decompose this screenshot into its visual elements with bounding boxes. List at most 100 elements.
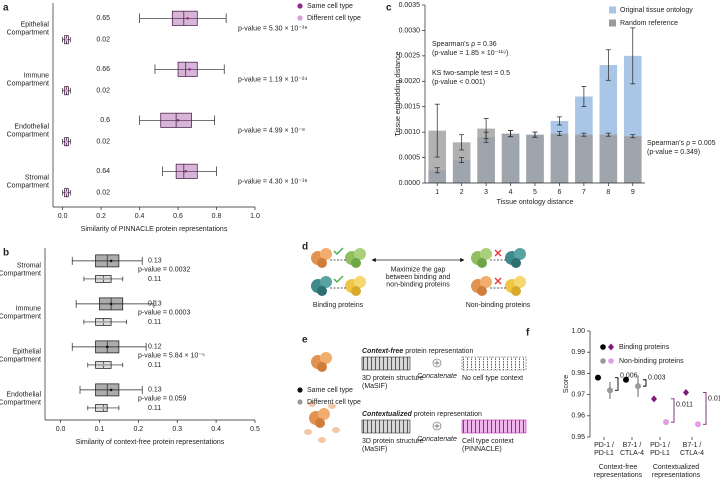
y-axis-label: Score xyxy=(563,375,570,393)
p-value: p-value = 1.19 × 10⁻²⁴ xyxy=(238,76,307,83)
structure-label: 3D protein structure (MaSIF) xyxy=(362,438,424,453)
center-label: Maximize the gap between binding and non-b… xyxy=(386,266,451,288)
bar xyxy=(501,133,520,183)
gap-label: 0.015 xyxy=(708,395,720,402)
value-label: 0.6 xyxy=(100,117,110,124)
category-label: Stromal Compartment xyxy=(0,262,41,277)
legend-marker xyxy=(297,3,303,9)
x-tick-label: 0.0 xyxy=(58,213,68,220)
mean-point xyxy=(176,119,180,122)
point xyxy=(607,387,613,394)
mean-point xyxy=(188,68,191,71)
y-tick-label: 0.96 xyxy=(571,413,585,420)
check xyxy=(333,247,344,256)
x-tick-label: 0.8 xyxy=(212,213,222,220)
row-title: Context-free protein representation xyxy=(362,348,473,355)
x-tick-label: 0.6 xyxy=(173,213,183,220)
y-tick-label: 0.0020 xyxy=(399,78,421,85)
x-tick-label: 4 xyxy=(509,189,513,196)
bar xyxy=(623,136,642,183)
annotation: Spearman's ρ = 0.36 xyxy=(432,41,497,48)
bar xyxy=(575,134,593,183)
protein-orange xyxy=(311,352,332,372)
bar xyxy=(550,133,569,183)
protein-green xyxy=(345,248,366,268)
y-tick-label: 0.0000 xyxy=(399,180,421,187)
y-tick-label: 0.97 xyxy=(571,391,585,398)
annotation: (p-value < 0.001) xyxy=(432,79,485,86)
y-tick-label: 0.95 xyxy=(571,434,585,441)
x-tick-label: 0.3 xyxy=(172,426,182,433)
legend-label: Non-binding proteins xyxy=(619,358,684,365)
annotation: (p-value = 0.349) xyxy=(647,149,700,156)
diagram-d: d Maximize the gap between binding and non… xyxy=(302,242,531,309)
y-tick-label: 0.0030 xyxy=(399,27,421,34)
protein-orange xyxy=(309,408,330,428)
legend-marker xyxy=(600,358,606,364)
panel-letter: c xyxy=(386,3,392,14)
panel-letter: b xyxy=(3,248,9,259)
y-tick-label: 0.98 xyxy=(571,370,585,377)
context-label: No cell type context xyxy=(462,375,523,382)
mean-point xyxy=(109,388,113,392)
x-tick-label: 1.0 xyxy=(250,213,260,220)
mean-point xyxy=(65,89,68,93)
protein-teal xyxy=(311,276,332,296)
x-tick-label: 9 xyxy=(631,189,635,196)
legend-marker xyxy=(600,344,606,350)
legend-label: Random reference xyxy=(620,20,678,27)
p-value: p-value = 0.0032 xyxy=(138,266,190,273)
title-emphasis: Context-free xyxy=(362,348,403,355)
group-label: Contextualized representations xyxy=(652,464,701,479)
x-tick-label: 5 xyxy=(533,189,537,196)
mean-point xyxy=(65,140,68,144)
legend-marker xyxy=(608,358,614,364)
point xyxy=(623,376,629,383)
structure-label: 3D protein structure (MaSIF) xyxy=(362,375,424,390)
p-value: p-value = 5.30 × 10⁻³⁹ xyxy=(238,25,307,32)
y-tick-label: 0.0015 xyxy=(399,104,421,111)
x-tick-label: 0.4 xyxy=(135,213,145,220)
x-tick-label: 0.4 xyxy=(211,426,221,433)
protein-green xyxy=(471,248,492,268)
x-tick-label: PD-1 /PD-L1 xyxy=(650,442,670,457)
plus xyxy=(434,360,440,366)
bar xyxy=(477,128,495,183)
gap-bracket xyxy=(671,398,675,423)
cross xyxy=(494,277,502,285)
operator-label: Concatenate xyxy=(417,373,457,380)
box xyxy=(171,10,198,26)
category-label: Immune Compartment xyxy=(7,72,50,87)
value-label: 0.11 xyxy=(148,405,161,412)
structure-box xyxy=(361,419,411,434)
context-box xyxy=(461,419,527,434)
y-tick-label: 1.00 xyxy=(571,328,585,335)
title-rest: protein representation xyxy=(414,411,482,418)
category-label: Stromal Compartment xyxy=(7,174,50,189)
x-tick-label: 0.2 xyxy=(133,426,143,433)
legend-label: Same cell type xyxy=(307,387,353,394)
x-tick-label: B7-1 /CTLA-4 xyxy=(620,442,644,457)
protein-orange xyxy=(471,276,492,296)
x-tick-label: B7-1 /CTLA-4 xyxy=(680,442,704,457)
value-label: 0.11 xyxy=(148,276,161,283)
legend-swatch xyxy=(609,19,616,27)
x-tick-label: 8 xyxy=(606,189,610,196)
p-value: p-value = 5.84 × 10⁻⁵ xyxy=(138,352,205,359)
x-tick-label: 0.2 xyxy=(96,213,106,220)
diagram-e: e Context-free protein representation 3D … xyxy=(302,335,527,453)
legend-label: Original tissue ontology xyxy=(620,7,693,14)
x-tick-label: 7 xyxy=(582,189,586,196)
panel-letter: f xyxy=(526,328,530,339)
value-label: 0.66 xyxy=(96,66,110,73)
annotation: Spearman's ρ = 0.005 xyxy=(647,140,716,147)
y-tick-label: 0.0010 xyxy=(399,129,421,136)
plus xyxy=(434,423,440,429)
p-value: p-value = 0.0003 xyxy=(138,309,190,316)
mean-point xyxy=(102,406,105,410)
p-value: p-value = 4.99 × 10⁻⁸ xyxy=(238,127,305,134)
context-label: Cell type context (PINNACLE) xyxy=(462,438,514,453)
y-tick-label: 0.0005 xyxy=(399,154,421,161)
legend-label: Binding proteins xyxy=(619,344,670,351)
